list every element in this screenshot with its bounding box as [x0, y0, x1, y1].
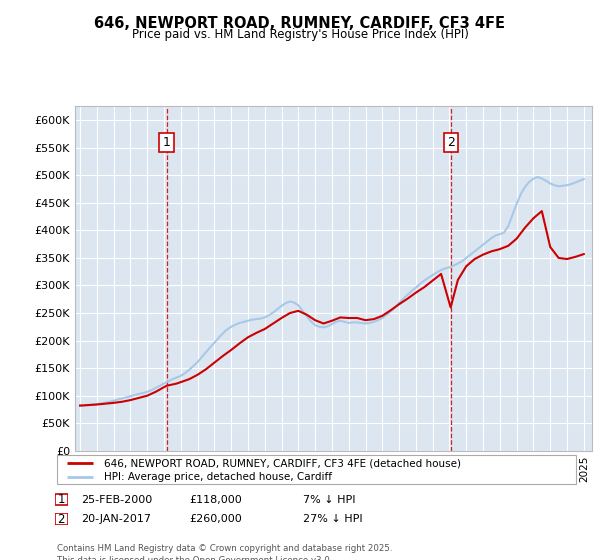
Text: £260,000: £260,000 [189, 514, 242, 524]
FancyBboxPatch shape [57, 455, 576, 484]
Text: 1: 1 [163, 136, 170, 149]
Text: Contains HM Land Registry data © Crown copyright and database right 2025.
This d: Contains HM Land Registry data © Crown c… [57, 544, 392, 560]
FancyBboxPatch shape [55, 513, 68, 525]
Text: 2: 2 [447, 136, 455, 149]
Text: 1: 1 [58, 493, 65, 506]
Text: Price paid vs. HM Land Registry's House Price Index (HPI): Price paid vs. HM Land Registry's House … [131, 28, 469, 41]
Text: 2: 2 [58, 512, 65, 526]
Text: 27% ↓ HPI: 27% ↓ HPI [303, 514, 362, 524]
Text: 20-JAN-2017: 20-JAN-2017 [81, 514, 151, 524]
FancyBboxPatch shape [55, 493, 68, 506]
Text: 646, NEWPORT ROAD, RUMNEY, CARDIFF, CF3 4FE: 646, NEWPORT ROAD, RUMNEY, CARDIFF, CF3 … [95, 16, 505, 31]
Text: 646, NEWPORT ROAD, RUMNEY, CARDIFF, CF3 4FE (detached house): 646, NEWPORT ROAD, RUMNEY, CARDIFF, CF3 … [104, 458, 461, 468]
Text: £118,000: £118,000 [189, 494, 242, 505]
Text: 7% ↓ HPI: 7% ↓ HPI [303, 494, 355, 505]
Text: HPI: Average price, detached house, Cardiff: HPI: Average price, detached house, Card… [104, 472, 332, 482]
Text: 25-FEB-2000: 25-FEB-2000 [81, 494, 152, 505]
